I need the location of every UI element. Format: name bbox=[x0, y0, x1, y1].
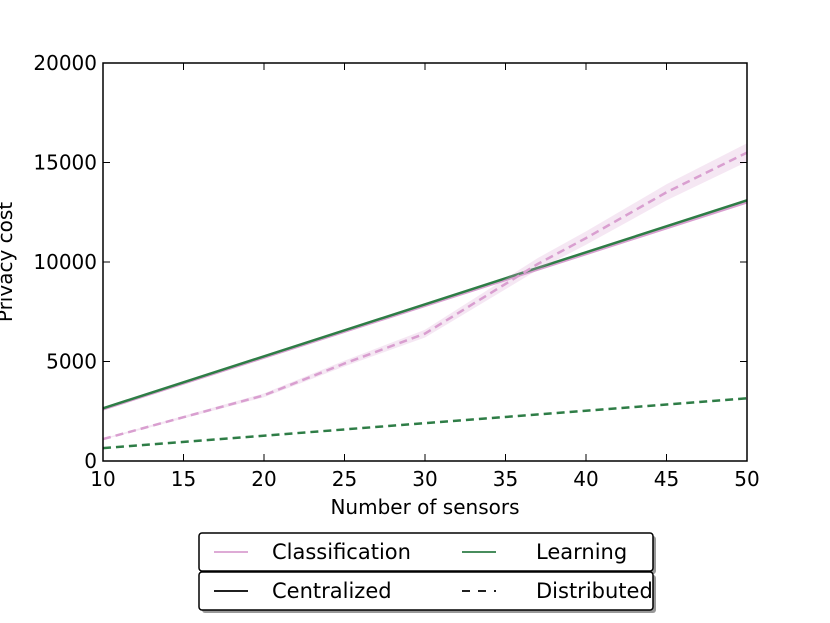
legend-label-learning: Learning bbox=[536, 540, 627, 564]
plot-frame bbox=[102, 62, 748, 462]
x-tick-label: 15 bbox=[171, 467, 196, 491]
x-tick-label: 45 bbox=[654, 467, 679, 491]
x-tick-label: 25 bbox=[332, 467, 357, 491]
x-tick-label: 35 bbox=[493, 467, 518, 491]
x-tick-label: 30 bbox=[412, 467, 437, 491]
legend-box bbox=[198, 532, 654, 572]
y-tick-label: 20000 bbox=[33, 51, 97, 75]
y-tick-label: 5000 bbox=[46, 350, 97, 374]
series-layer bbox=[102, 143, 748, 450]
legend: Classification Learning Centralized Distrib… bbox=[198, 532, 656, 613]
series-line-learning-distributed bbox=[102, 397, 748, 450]
x-tick-label: 20 bbox=[251, 467, 276, 491]
y-axis-title: Privacy cost bbox=[0, 202, 17, 322]
legend-label-classification: Classification bbox=[272, 540, 411, 564]
legend-box bbox=[198, 571, 654, 611]
x-tick-label: 40 bbox=[573, 467, 598, 491]
y-tick-label: 15000 bbox=[33, 151, 97, 175]
y-tick-label: 0 bbox=[84, 449, 97, 473]
series-band-classification-distributed bbox=[103, 143, 747, 440]
ticks-layer: 10 15 20 25 30 35 40 45 50 0 5000 10000 15000 20000 bbox=[33, 51, 759, 491]
series-line-learning-centralized bbox=[102, 199, 748, 410]
series-line-classification-distributed bbox=[102, 151, 748, 441]
x-axis-title: Number of sensors bbox=[330, 495, 519, 519]
legend-label-centralized: Centralized bbox=[272, 579, 392, 603]
legend-label-distributed: Distributed bbox=[536, 579, 653, 603]
x-tick-label: 10 bbox=[90, 467, 115, 491]
x-tick-label: 50 bbox=[734, 467, 759, 491]
y-tick-label: 10000 bbox=[33, 250, 97, 274]
